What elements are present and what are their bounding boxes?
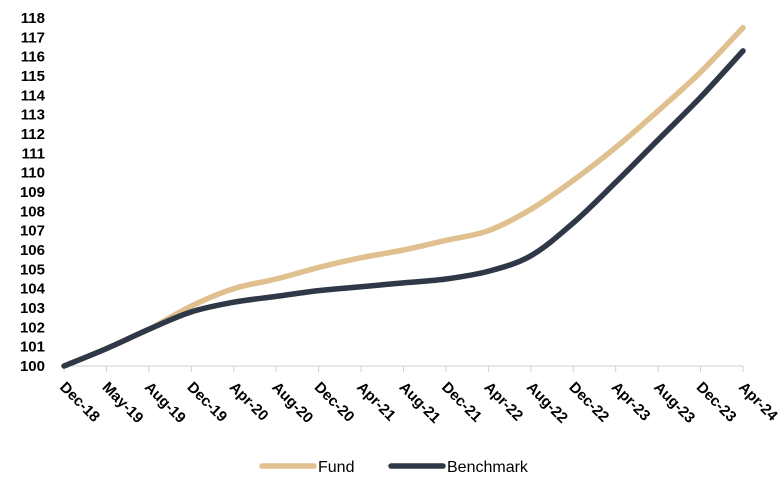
y-tick-label: 109 [20, 184, 45, 201]
y-tick-label: 117 [21, 29, 45, 46]
x-tick-label: May-19 [99, 379, 147, 427]
x-tick-label: Dec-21 [438, 379, 485, 426]
y-tick-label: 105 [20, 261, 45, 278]
series-lines [61, 24, 746, 369]
y-tick-label: 116 [21, 49, 45, 66]
y-tick-label: 101 [20, 339, 45, 356]
y-tick-label: 108 [20, 203, 45, 220]
x-tick-label: Dec-20 [311, 379, 358, 426]
x-axis: Dec-18May-19Aug-19Dec-19Apr-20Aug-20Dec-… [56, 365, 779, 427]
x-tick-label: Aug-19 [141, 379, 189, 427]
y-tick-label: 118 [21, 10, 45, 27]
legend: Fund Benchmark [259, 459, 529, 476]
y-tick-label: 110 [21, 165, 45, 182]
legend-label: Fund [318, 459, 354, 476]
x-tick-label: Apr-20 [226, 379, 272, 425]
x-tick-label: Dec-18 [56, 379, 103, 426]
x-tick-label: Dec-19 [183, 379, 230, 426]
x-tick-label: Aug-20 [268, 379, 316, 427]
y-tick-label: 103 [20, 300, 45, 317]
x-tick-label: Apr-24 [735, 379, 779, 425]
y-tick-label: 107 [20, 223, 45, 240]
series-line-fund [61, 24, 746, 369]
x-tick-label: Apr-23 [608, 379, 654, 425]
y-tick-label: 111 [22, 145, 45, 162]
series-line-benchmark [61, 48, 746, 369]
y-tick-label: 113 [21, 107, 45, 124]
x-tick-label: Apr-21 [353, 379, 399, 425]
x-tick-label: Apr-22 [481, 379, 527, 425]
legend-label: Benchmark [447, 459, 529, 476]
x-tick-label: Aug-21 [396, 379, 444, 427]
y-tick-label: 112 [21, 126, 45, 143]
x-tick-label: Dec-22 [565, 379, 612, 426]
y-tick-label: 115 [21, 68, 45, 85]
y-tick-label: 104 [20, 281, 46, 298]
x-tick-label: Aug-23 [650, 379, 698, 427]
y-axis: 100 101 102 103 104 105 106 107 108 109 110 111 112 1… [20, 10, 46, 375]
y-tick-label: 106 [20, 242, 45, 259]
x-tick-label: Dec-23 [693, 379, 740, 426]
x-tick-label: Aug-22 [523, 379, 571, 427]
y-tick-label: 102 [20, 319, 45, 336]
y-tick-label: 100 [20, 358, 45, 375]
y-tick-label: 114 [21, 87, 46, 104]
